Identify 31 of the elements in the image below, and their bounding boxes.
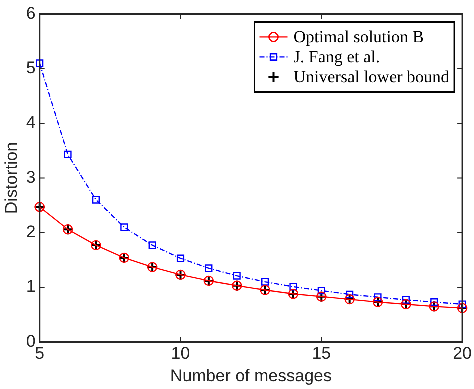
y-tick-label: 6	[26, 4, 36, 23]
point	[430, 298, 438, 306]
point	[148, 242, 156, 250]
y-tick-label: 5	[26, 58, 36, 78]
x-tick-label: 20	[453, 344, 472, 364]
point	[176, 254, 185, 262]
point	[64, 150, 72, 158]
legend-label: Optimal solution B	[294, 28, 424, 47]
x-tick-label: 15	[312, 344, 332, 364]
point	[36, 60, 44, 68]
point	[402, 296, 410, 304]
x-axis-title: Number of messages	[170, 366, 332, 386]
point	[318, 287, 326, 295]
legend-label: Universal lower bound	[294, 68, 450, 87]
point	[262, 278, 270, 286]
y-tick-label: 4	[26, 113, 36, 132]
y-tick-label: 3	[26, 168, 36, 187]
point	[120, 224, 128, 232]
y-tick-label: 0	[26, 332, 36, 351]
point	[233, 272, 241, 280]
point	[205, 264, 213, 272]
point	[290, 283, 298, 291]
legend-label: J. Fang et al.	[294, 48, 380, 67]
y-axis-title: Distortion	[2, 142, 21, 214]
y-tick-label: 2	[26, 222, 36, 242]
x-tick-label: 10	[171, 344, 190, 364]
point	[458, 300, 466, 308]
point	[346, 290, 354, 298]
point	[92, 196, 100, 204]
point	[374, 294, 382, 302]
y-tick-label: 1	[26, 277, 36, 296]
